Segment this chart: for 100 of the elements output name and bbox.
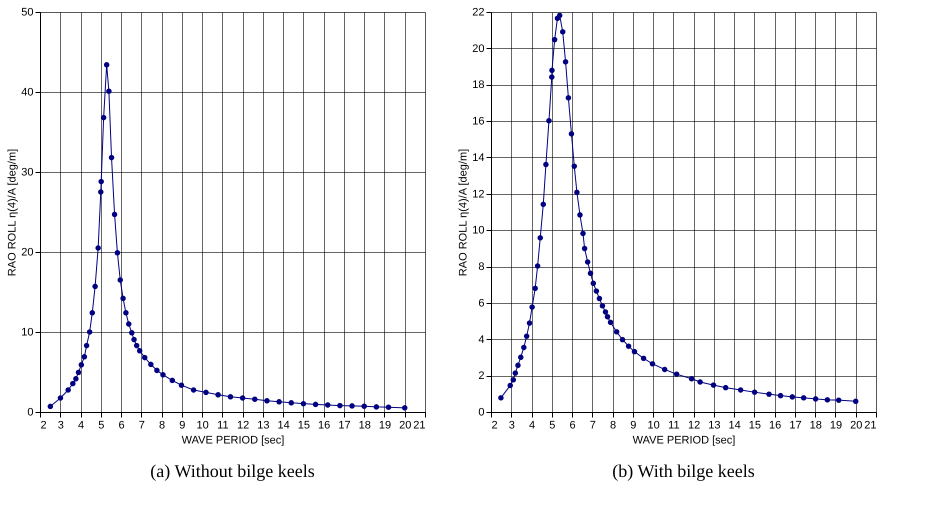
point — [90, 310, 96, 316]
y-tick-label: 14 — [472, 152, 484, 164]
x-tick-label: 6 — [118, 420, 125, 432]
x-tick-label: 6 — [569, 420, 576, 432]
y-tick-label: 16 — [472, 116, 484, 128]
point — [78, 362, 84, 368]
x-tick-label: 9 — [630, 420, 636, 432]
point — [142, 354, 148, 360]
point — [98, 189, 104, 195]
y-axis-title: RAO ROLL η(4)/A [deg/m] — [457, 148, 470, 276]
point — [108, 154, 114, 160]
point — [312, 402, 318, 408]
point — [386, 404, 392, 410]
x-tick-label: 8 — [610, 420, 616, 432]
x-tick-label: 21 — [413, 420, 426, 432]
x-tick-label: 5 — [549, 420, 556, 432]
point — [337, 402, 343, 408]
point — [276, 399, 282, 404]
x-tick-label: 4 — [528, 420, 536, 432]
point — [126, 321, 132, 327]
x-tick-label: 10 — [196, 420, 209, 432]
point — [402, 405, 408, 411]
x-tick-label: 16 — [769, 420, 782, 432]
x-tick-label: 15 — [298, 420, 310, 432]
y-tick-label: 10 — [21, 326, 34, 338]
x-tick-label: 9 — [179, 420, 186, 432]
x-tick-label: 19 — [830, 420, 842, 432]
point — [228, 394, 234, 400]
y-tick-label: 0 — [27, 406, 34, 418]
point — [114, 250, 120, 256]
point — [349, 403, 355, 409]
point — [86, 329, 92, 335]
y-tick-label: 6 — [478, 297, 484, 310]
point — [300, 400, 306, 406]
point — [112, 212, 118, 218]
point — [170, 378, 176, 384]
y-tick-label: 50 — [21, 6, 34, 18]
x-tick-label: 15 — [748, 420, 762, 432]
x-tick-label: 18 — [358, 420, 371, 432]
x-tick-label: 2 — [492, 420, 498, 432]
point — [154, 368, 160, 374]
point — [84, 342, 90, 348]
point — [70, 380, 76, 386]
point — [118, 277, 123, 283]
x-tick-label: 18 — [810, 420, 822, 432]
point — [58, 395, 64, 401]
point — [240, 395, 246, 401]
point — [134, 342, 140, 348]
y-axis-title: RAO ROLL η(4)/A [deg/m] — [6, 148, 18, 276]
point — [100, 114, 106, 120]
x-tick-label: 13 — [257, 420, 270, 432]
y-tick-label: 2 — [478, 370, 484, 382]
point — [106, 88, 112, 94]
point — [288, 400, 294, 406]
point — [374, 404, 380, 410]
point — [148, 362, 154, 368]
point — [190, 387, 196, 393]
x-tick-label: 21 — [864, 420, 876, 432]
point — [131, 336, 137, 342]
point — [82, 354, 88, 360]
x-axis-title: WAVE PERIOD [sec] — [632, 434, 736, 446]
point — [76, 370, 82, 376]
point — [98, 178, 104, 184]
x-tick-label: 12 — [688, 420, 700, 432]
point — [325, 402, 330, 408]
x-axis-title: WAVE PERIOD [sec] — [182, 434, 284, 446]
x-tick-label: 14 — [278, 420, 290, 432]
x-tick-label: 3 — [58, 420, 64, 432]
y-tick-label: 12 — [472, 188, 484, 200]
x-tick-label: 5 — [98, 420, 104, 432]
x-tick-label: 19 — [378, 420, 392, 432]
point — [123, 310, 129, 316]
x-tick-label: 12 — [237, 420, 250, 432]
x-tick-label: 14 — [728, 420, 741, 432]
x-tick-label: 17 — [789, 420, 802, 432]
x-tick-label: 2 — [40, 420, 47, 432]
y-tick-label: 10 — [472, 224, 484, 237]
point — [104, 62, 110, 68]
text: (a) Without bilge keels — [150, 461, 315, 481]
point — [92, 284, 98, 290]
y-tick-label: 22 — [472, 6, 484, 18]
x-tick-label: 8 — [159, 420, 166, 432]
point — [178, 382, 184, 388]
x-tick-label: 11 — [668, 420, 680, 432]
x-tick-label: 4 — [78, 420, 84, 432]
x-tick-label: 3 — [508, 420, 515, 432]
x-tick-label: 20 — [850, 420, 862, 432]
y-tick-label: 0 — [478, 406, 484, 418]
point — [48, 404, 54, 410]
point — [129, 330, 135, 336]
x-tick-label: 16 — [318, 420, 330, 432]
point — [65, 387, 71, 393]
point — [73, 376, 79, 382]
point — [215, 392, 221, 398]
point — [203, 390, 209, 396]
y-tick-label: 4 — [478, 334, 484, 346]
point — [252, 396, 258, 402]
x-tick-label: 20 — [399, 420, 412, 432]
x-tick-label: 10 — [647, 420, 660, 432]
point — [120, 296, 126, 302]
